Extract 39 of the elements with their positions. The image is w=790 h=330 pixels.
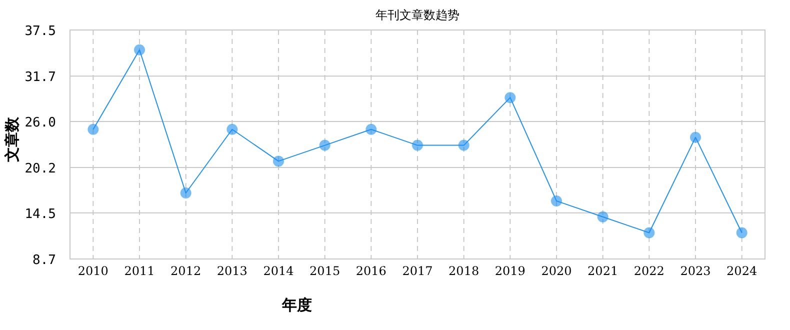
y-tick-label: 8.7 [32, 253, 56, 268]
x-tick-label: 2017 [402, 264, 433, 278]
y-tick-label: 37.5 [24, 24, 56, 39]
x-tick-label: 2010 [78, 264, 108, 278]
point [366, 124, 377, 135]
point [88, 124, 99, 135]
y-tick-label: 20.2 [24, 162, 56, 177]
x-axis-title: 年度 [281, 296, 312, 314]
y-axis-title: 文章数 [3, 116, 21, 163]
x-tick-label: 2020 [541, 264, 572, 278]
x-tick-label: 2022 [634, 264, 664, 278]
point [736, 227, 748, 238]
point [319, 140, 330, 151]
point [458, 140, 470, 151]
point [180, 188, 192, 199]
point [273, 156, 284, 167]
x-tick-label: 2016 [356, 264, 386, 278]
x-tick-label: 2019 [494, 264, 526, 278]
chart-title: 年刊文章数趋势 [376, 8, 460, 22]
y-tick-label: 26.0 [24, 115, 56, 130]
y-tick-label: 14.5 [24, 206, 56, 222]
point [690, 132, 701, 143]
y-tick-label: 31.7 [24, 70, 56, 86]
point [644, 227, 655, 238]
point [134, 44, 145, 56]
x-tick-label: 2012 [170, 264, 202, 278]
x-tick-label: 2015 [310, 264, 340, 278]
x-tick-label: 2021 [588, 264, 618, 278]
x-tick-label: 2014 [263, 264, 294, 278]
x-tick-label: 2024 [726, 264, 758, 278]
point [226, 124, 238, 135]
x-tick-label: 2018 [448, 264, 480, 278]
x-tick-label: 2023 [680, 264, 711, 278]
point [504, 92, 516, 104]
point [412, 140, 423, 151]
point [551, 195, 562, 206]
x-tick-label: 2013 [216, 264, 248, 278]
point [597, 211, 608, 222]
x-tick-label: 2011 [124, 264, 155, 278]
